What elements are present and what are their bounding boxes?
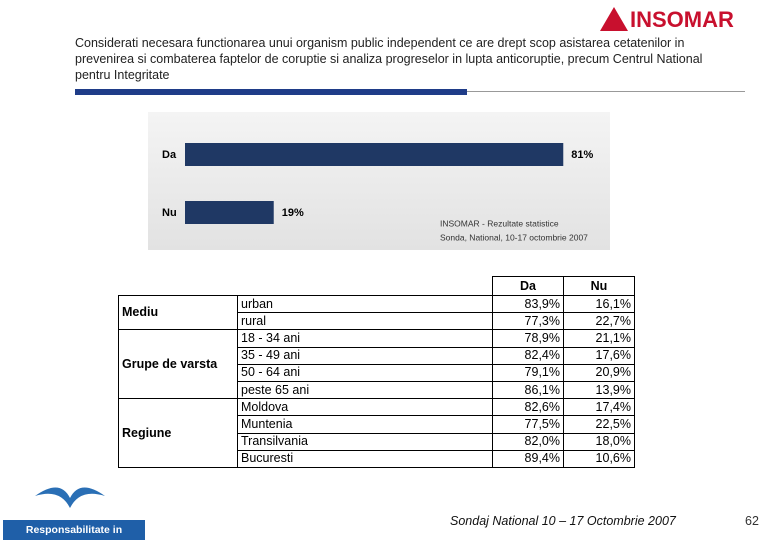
table-row: peste 65 ani 86,1% 13,9% <box>119 380 635 400</box>
title-rule-dark <box>75 89 467 95</box>
row-label: Bucuresti <box>237 449 493 468</box>
cell-value: 21,1% <box>563 329 635 348</box>
group-label: Grupe de varsta <box>118 329 238 400</box>
cell-value: 86,1% <box>492 380 564 400</box>
slide-title: Considerati necesara functionarea unui o… <box>75 36 703 82</box>
cell-value: 82,6% <box>492 398 564 417</box>
cell-value: 13,9% <box>563 380 635 400</box>
row-label: 35 - 49 ani <box>237 346 493 365</box>
column-header: Da <box>492 276 564 296</box>
bird-icon <box>35 487 105 508</box>
cell-value: 10,6% <box>563 449 635 468</box>
logo-text: INSOMAR <box>630 7 734 32</box>
row-label: 50 - 64 ani <box>237 363 493 382</box>
footer-logo-icon <box>35 487 105 508</box>
chart-background <box>148 112 610 250</box>
chart-note: INSOMAR - Rezultate statistice <box>440 218 559 228</box>
category-label: Nu <box>162 207 177 219</box>
cell-value: 22,5% <box>563 415 635 434</box>
cell-value: 77,5% <box>492 415 564 434</box>
cell-value: 89,4% <box>492 449 564 468</box>
category-label: Da <box>162 149 177 161</box>
row-label: Moldova <box>237 398 493 417</box>
table-row: Bucuresti 89,4% 10,6% <box>119 449 635 468</box>
table-row: 35 - 49 ani 82,4% 17,6% <box>119 346 635 365</box>
logo: INSOMAR <box>600 3 760 35</box>
cell-value: 77,3% <box>492 312 564 331</box>
cell-value: 17,4% <box>563 398 635 417</box>
cell-value: 17,6% <box>563 346 635 365</box>
bar <box>185 143 564 166</box>
header-row: Da Nu <box>118 276 635 296</box>
logo-graphic: INSOMAR <box>600 7 734 32</box>
bar <box>185 201 274 224</box>
footer-org: Responsabilitate in Democratie <box>3 520 145 556</box>
footer-caption: Sondaj National 10 – 17 Octombrie 2007 <box>450 514 676 528</box>
table-row: Grupe de varsta 18 - 34 ani 78,9% 21,1% <box>118 329 635 400</box>
cell-value: 79,1% <box>492 363 564 382</box>
group-label: Mediu <box>118 294 238 331</box>
table-row: Transilvania 82,0% 18,0% <box>119 432 635 451</box>
cell-value: 78,9% <box>492 329 564 348</box>
cell-value: 16,1% <box>563 294 635 314</box>
row-label: peste 65 ani <box>237 380 493 400</box>
results-table: Da Nu Mediu urban 83,9% 16,1% rural 77,3% 22,7% G… <box>118 276 635 468</box>
cell-value: 18,0% <box>563 432 635 451</box>
column-header: Nu <box>563 276 635 296</box>
value-label: 81% <box>571 149 593 161</box>
header-blank <box>118 276 493 296</box>
chart: INSOMAR - Rezultate statistice Sonda, Na… <box>148 112 610 250</box>
value-label: 19% <box>282 207 304 219</box>
cell-value: 83,9% <box>492 294 564 314</box>
cell-value: 82,4% <box>492 346 564 365</box>
row-label: Transilvania <box>237 432 493 451</box>
table-row: Regiune Moldova 82,6% 17,4% <box>118 398 635 468</box>
row-label: 18 - 34 ani <box>237 329 493 348</box>
row-label: Muntenia <box>237 415 493 434</box>
group-label: Regiune <box>118 398 238 468</box>
cell-value: 20,9% <box>563 363 635 382</box>
cell-value: 82,0% <box>492 432 564 451</box>
title-rule-light <box>467 91 745 92</box>
row-label: urban <box>237 294 493 314</box>
page-number: 62 <box>745 514 759 528</box>
table-row: Muntenia 77,5% 22,5% <box>119 415 635 434</box>
logo-icon <box>600 7 628 31</box>
slide: INSOMAR Considerati necesara functionare… <box>3 3 760 556</box>
cell-value: 22,7% <box>563 312 635 331</box>
table-row: Mediu urban 83,9% 16,1% <box>118 294 635 331</box>
chart-note: Sonda, National, 10-17 octombrie 2007 <box>440 232 588 242</box>
row-label: rural <box>237 312 493 331</box>
